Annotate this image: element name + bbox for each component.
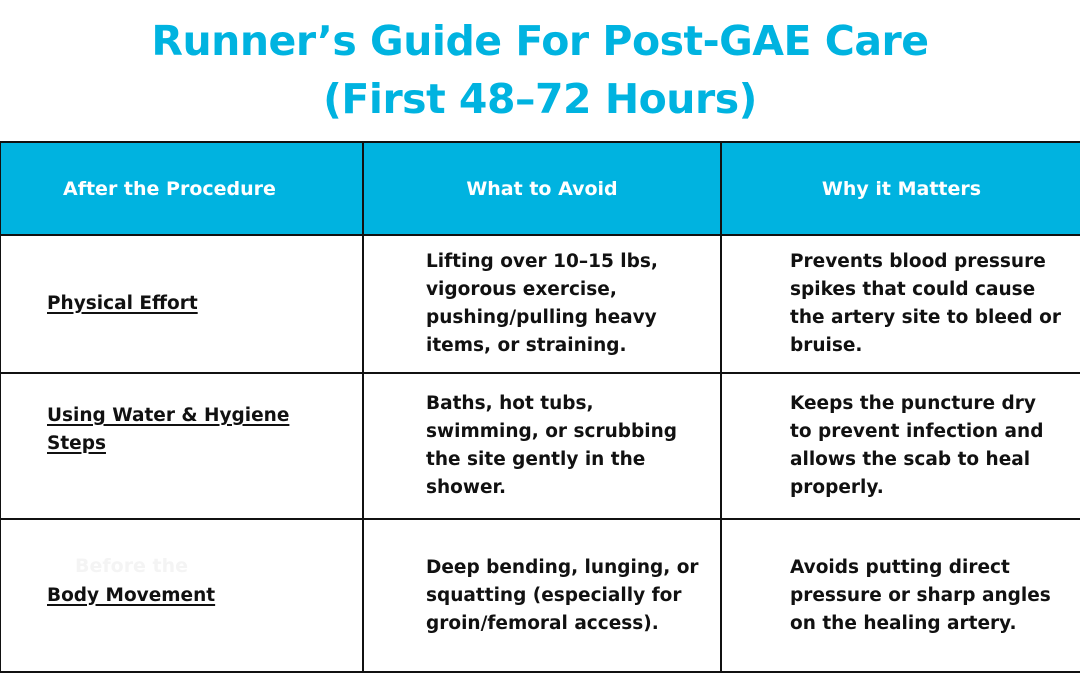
header-what-to-avoid: What to Avoid	[362, 141, 722, 236]
category-label: Body Movement	[47, 584, 216, 606]
avoid-cell: Baths, hot tubs, swimming, or scrubbing …	[362, 372, 722, 520]
page-title: Runner’s Guide For Post-GAE Care (First …	[0, 12, 1080, 128]
avoid-cell: Lifting over 10–15 lbs, vigorous exercis…	[362, 234, 722, 374]
category-cell: Using Water & Hygiene Steps	[0, 372, 364, 520]
why-cell: Keeps the puncture dry to prevent infect…	[720, 372, 1080, 520]
why-cell: Prevents blood pressure spikes that coul…	[720, 234, 1080, 374]
category-label: Using Water & Hygiene Steps	[47, 405, 290, 454]
category-cell: Physical Effort	[0, 234, 364, 374]
avoid-cell: Deep bending, lunging, or squatting (esp…	[362, 518, 722, 673]
table-row: Before the Body Movement Deep bending, l…	[0, 518, 1080, 673]
title-line-2: (First 48–72 Hours)	[323, 75, 757, 123]
title-line-1: Runner’s Guide For Post-GAE Care	[151, 17, 929, 65]
faint-text: Before the	[75, 555, 189, 577]
table-header-row: After the Procedure What to Avoid Why it…	[0, 141, 1080, 236]
why-cell: Avoids putting direct pressure or sharp …	[720, 518, 1080, 673]
category-cell: Before the Body Movement	[0, 518, 364, 673]
header-why-it-matters: Why it Matters	[720, 141, 1080, 236]
care-table: After the Procedure What to Avoid Why it…	[0, 141, 1080, 673]
header-after-procedure: After the Procedure	[0, 141, 364, 236]
category-label: Physical Effort	[47, 293, 198, 314]
table-row: Using Water & Hygiene Steps Baths, hot t…	[0, 372, 1080, 520]
table-row: Physical Effort Lifting over 10–15 lbs, …	[0, 234, 1080, 374]
